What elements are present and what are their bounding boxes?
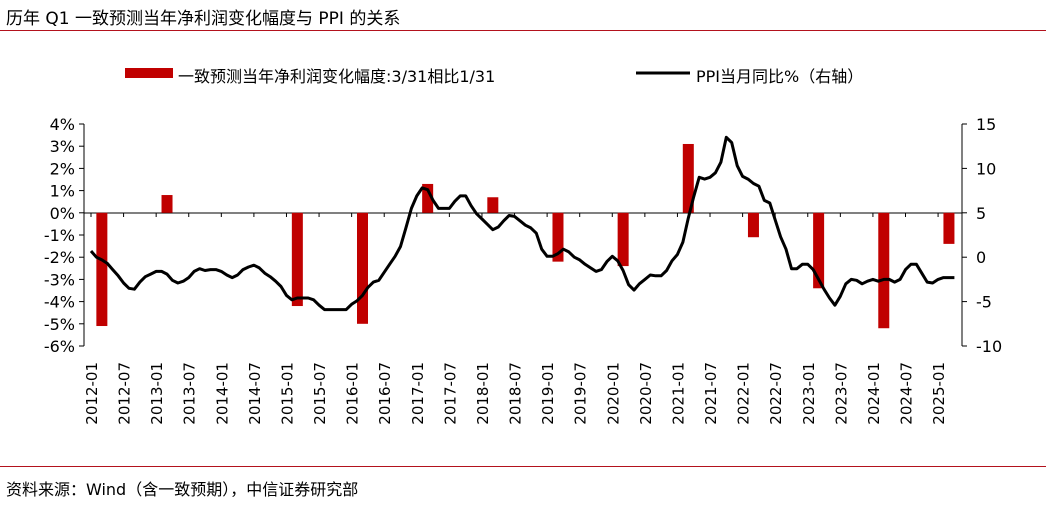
x-axis-ticks: 2012-01 2012-07 2013-01 2013-07 2014-01 2014-… [83, 213, 948, 425]
x-tick-label: 2013-01 [148, 362, 166, 425]
x-tick-label: 2020-01 [604, 362, 622, 425]
x-tick-label: 2015-07 [311, 362, 329, 425]
left-tick-label: -3% [44, 270, 75, 289]
x-tick-label: 2024-01 [865, 362, 883, 425]
x-tick-label: 2023-01 [800, 362, 818, 425]
legend-bar-label: 一致预测当年净利润变化幅度:3/31相比1/31 [178, 67, 495, 86]
right-tick-label: 0 [976, 248, 986, 267]
left-tick-label: 4% [50, 115, 75, 134]
x-tick-label: 2014-07 [246, 362, 264, 425]
bar-2024-03 [878, 212, 890, 329]
top-rule [0, 30, 1046, 31]
right-tick-label: -5 [976, 293, 992, 312]
x-tick-label: 2012-07 [116, 362, 134, 425]
source-note: 资料来源：Wind（含一致预期），中信证券研究部 [6, 480, 359, 499]
x-tick-label: 2019-07 [572, 362, 590, 425]
right-axis-ticks: 15 10 5 0 -5 -10 [962, 115, 1002, 356]
x-tick-label: 2016-01 [344, 362, 362, 425]
bar-2023-03 [813, 212, 825, 289]
x-tick-label: 2024-07 [898, 362, 916, 425]
bar-series [96, 143, 955, 329]
bar-2021-03 [682, 143, 694, 213]
bar-2015-03 [291, 212, 303, 307]
x-tick-label: 2022-01 [735, 362, 753, 425]
right-tick-label: 15 [976, 115, 996, 134]
bar-2017-03 [422, 183, 434, 213]
bar-2019-03 [552, 212, 564, 262]
left-tick-label: -4% [44, 293, 75, 312]
left-tick-label: 2% [50, 159, 75, 178]
bar-2025-03 [943, 212, 955, 244]
left-tick-label: 3% [50, 137, 75, 156]
x-tick-label: 2016-07 [376, 362, 394, 425]
legend-line-label: PPI当月同比%（右轴） [696, 67, 863, 86]
x-tick-label: 2019-01 [539, 362, 557, 425]
x-tick-label: 2021-07 [702, 362, 720, 425]
chart-title: 历年 Q1 一致预测当年净利润变化幅度与 PPI 的关系 [6, 9, 401, 29]
bottom-rule [0, 466, 1046, 467]
bar-2012-03 [96, 212, 108, 327]
left-tick-label: 0% [50, 204, 75, 223]
x-tick-label: 2018-07 [507, 362, 525, 425]
x-tick-label: 2017-07 [441, 362, 459, 425]
left-tick-label: 1% [50, 182, 75, 201]
ppi-line [89, 135, 955, 312]
bar-2020-03 [617, 212, 629, 267]
bar-2013-03 [161, 195, 173, 213]
left-tick-label: -6% [44, 337, 75, 356]
right-tick-label: -10 [976, 337, 1002, 356]
right-tick-label: 5 [976, 204, 986, 223]
x-tick-label: 2014-01 [213, 362, 231, 425]
left-tick-label: -5% [44, 315, 75, 334]
x-tick-label: 2023-07 [832, 362, 850, 425]
x-tick-label: 2017-01 [409, 362, 427, 425]
x-tick-label: 2022-07 [767, 362, 785, 425]
right-tick-label: 10 [976, 159, 996, 178]
bar-2016-03 [357, 212, 368, 324]
x-tick-label: 2015-01 [278, 362, 296, 425]
x-tick-label: 2013-07 [181, 362, 199, 425]
bar-2022-03 [747, 212, 759, 238]
x-tick-label: 2020-07 [637, 362, 655, 425]
x-tick-label: 2012-01 [83, 362, 101, 425]
bar-2018-03 [487, 197, 499, 213]
x-tick-label: 2021-01 [669, 362, 687, 425]
legend-bar-swatch [125, 68, 173, 78]
x-tick-label: 2025-01 [930, 362, 948, 425]
left-tick-label: -1% [44, 226, 75, 245]
left-axis-ticks: 4% 3% 2% 1% 0% -1% -2% -3% -4% -5% -6% [44, 115, 84, 356]
x-tick-label: 2018-01 [474, 362, 492, 425]
left-tick-label: -2% [44, 248, 75, 267]
